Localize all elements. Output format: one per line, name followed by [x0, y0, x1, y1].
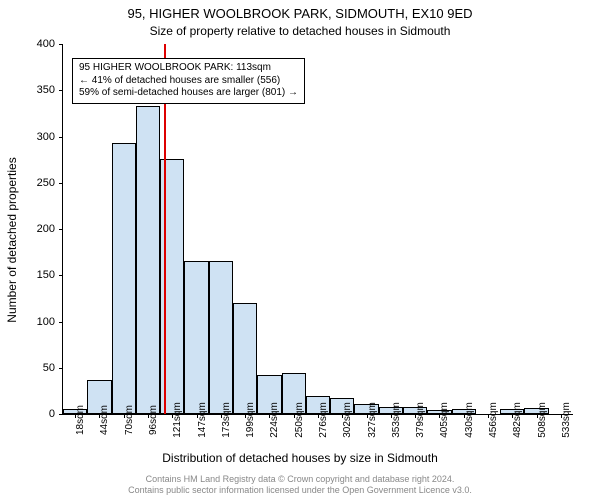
x-tick-label: 405sqm [439, 402, 450, 438]
x-tick-label: 276sqm [318, 402, 329, 438]
y-tick-label: 100 [37, 316, 55, 328]
footer-text: Contains HM Land Registry data © Crown c… [0, 474, 600, 497]
y-tick-mark [59, 44, 63, 45]
x-tick-label: 44sqm [99, 405, 110, 435]
y-tick-label: 200 [37, 223, 55, 235]
x-tick-label: 482sqm [512, 402, 523, 438]
y-tick-label: 0 [49, 408, 55, 420]
chart-title: 95, HIGHER WOOLBROOK PARK, SIDMOUTH, EX1… [0, 6, 600, 21]
x-tick-label: 96sqm [148, 405, 159, 435]
bar [184, 261, 208, 414]
y-tick-label: 250 [37, 177, 55, 189]
y-tick-mark [59, 137, 63, 138]
y-tick-label: 400 [37, 38, 55, 50]
y-tick-label: 350 [37, 84, 55, 96]
annotation-box: 95 HIGHER WOOLBROOK PARK: 113sqm ← 41% o… [72, 58, 305, 104]
bar [112, 143, 136, 414]
y-tick-mark [59, 90, 63, 91]
y-tick-mark [59, 275, 63, 276]
x-tick-label: 327sqm [367, 402, 378, 438]
x-axis-label: Distribution of detached houses by size … [0, 451, 600, 465]
y-tick-label: 150 [37, 269, 55, 281]
x-tick-label: 18sqm [75, 405, 86, 435]
y-tick-label: 300 [37, 131, 55, 143]
annotation-line-3: 59% of semi-detached houses are larger (… [79, 87, 298, 100]
y-tick-mark [59, 368, 63, 369]
y-tick-mark [59, 229, 63, 230]
bar [209, 261, 233, 414]
bar [136, 106, 160, 414]
x-tick-label: 353sqm [391, 402, 402, 438]
x-tick-label: 250sqm [294, 402, 305, 438]
bar [233, 303, 257, 414]
x-tick-label: 508sqm [537, 402, 548, 438]
annotation-line-1: 95 HIGHER WOOLBROOK PARK: 113sqm [79, 62, 298, 75]
y-tick-mark [59, 183, 63, 184]
annotation-line-2: ← 41% of detached houses are smaller (55… [79, 75, 298, 88]
y-tick-mark [59, 414, 63, 415]
x-tick-label: 533sqm [561, 402, 572, 438]
x-tick-label: 379sqm [415, 402, 426, 438]
x-tick-label: 173sqm [221, 402, 232, 438]
y-tick-label: 50 [43, 362, 55, 374]
footer-line-2: Contains public sector information licen… [0, 485, 600, 496]
x-tick-label: 147sqm [197, 402, 208, 438]
x-tick-label: 224sqm [269, 402, 280, 438]
x-tick-label: 430sqm [464, 402, 475, 438]
x-tick-label: 121sqm [172, 402, 183, 438]
y-tick-mark [59, 322, 63, 323]
x-tick-label: 199sqm [245, 402, 256, 438]
x-tick-label: 70sqm [124, 405, 135, 435]
y-axis-label: Number of detached properties [5, 157, 19, 322]
x-tick-label: 456sqm [488, 402, 499, 438]
chart-subtitle: Size of property relative to detached ho… [0, 24, 600, 38]
footer-line-1: Contains HM Land Registry data © Crown c… [0, 474, 600, 485]
x-tick-label: 302sqm [342, 402, 353, 438]
chart-container: 95, HIGHER WOOLBROOK PARK, SIDMOUTH, EX1… [0, 0, 600, 500]
